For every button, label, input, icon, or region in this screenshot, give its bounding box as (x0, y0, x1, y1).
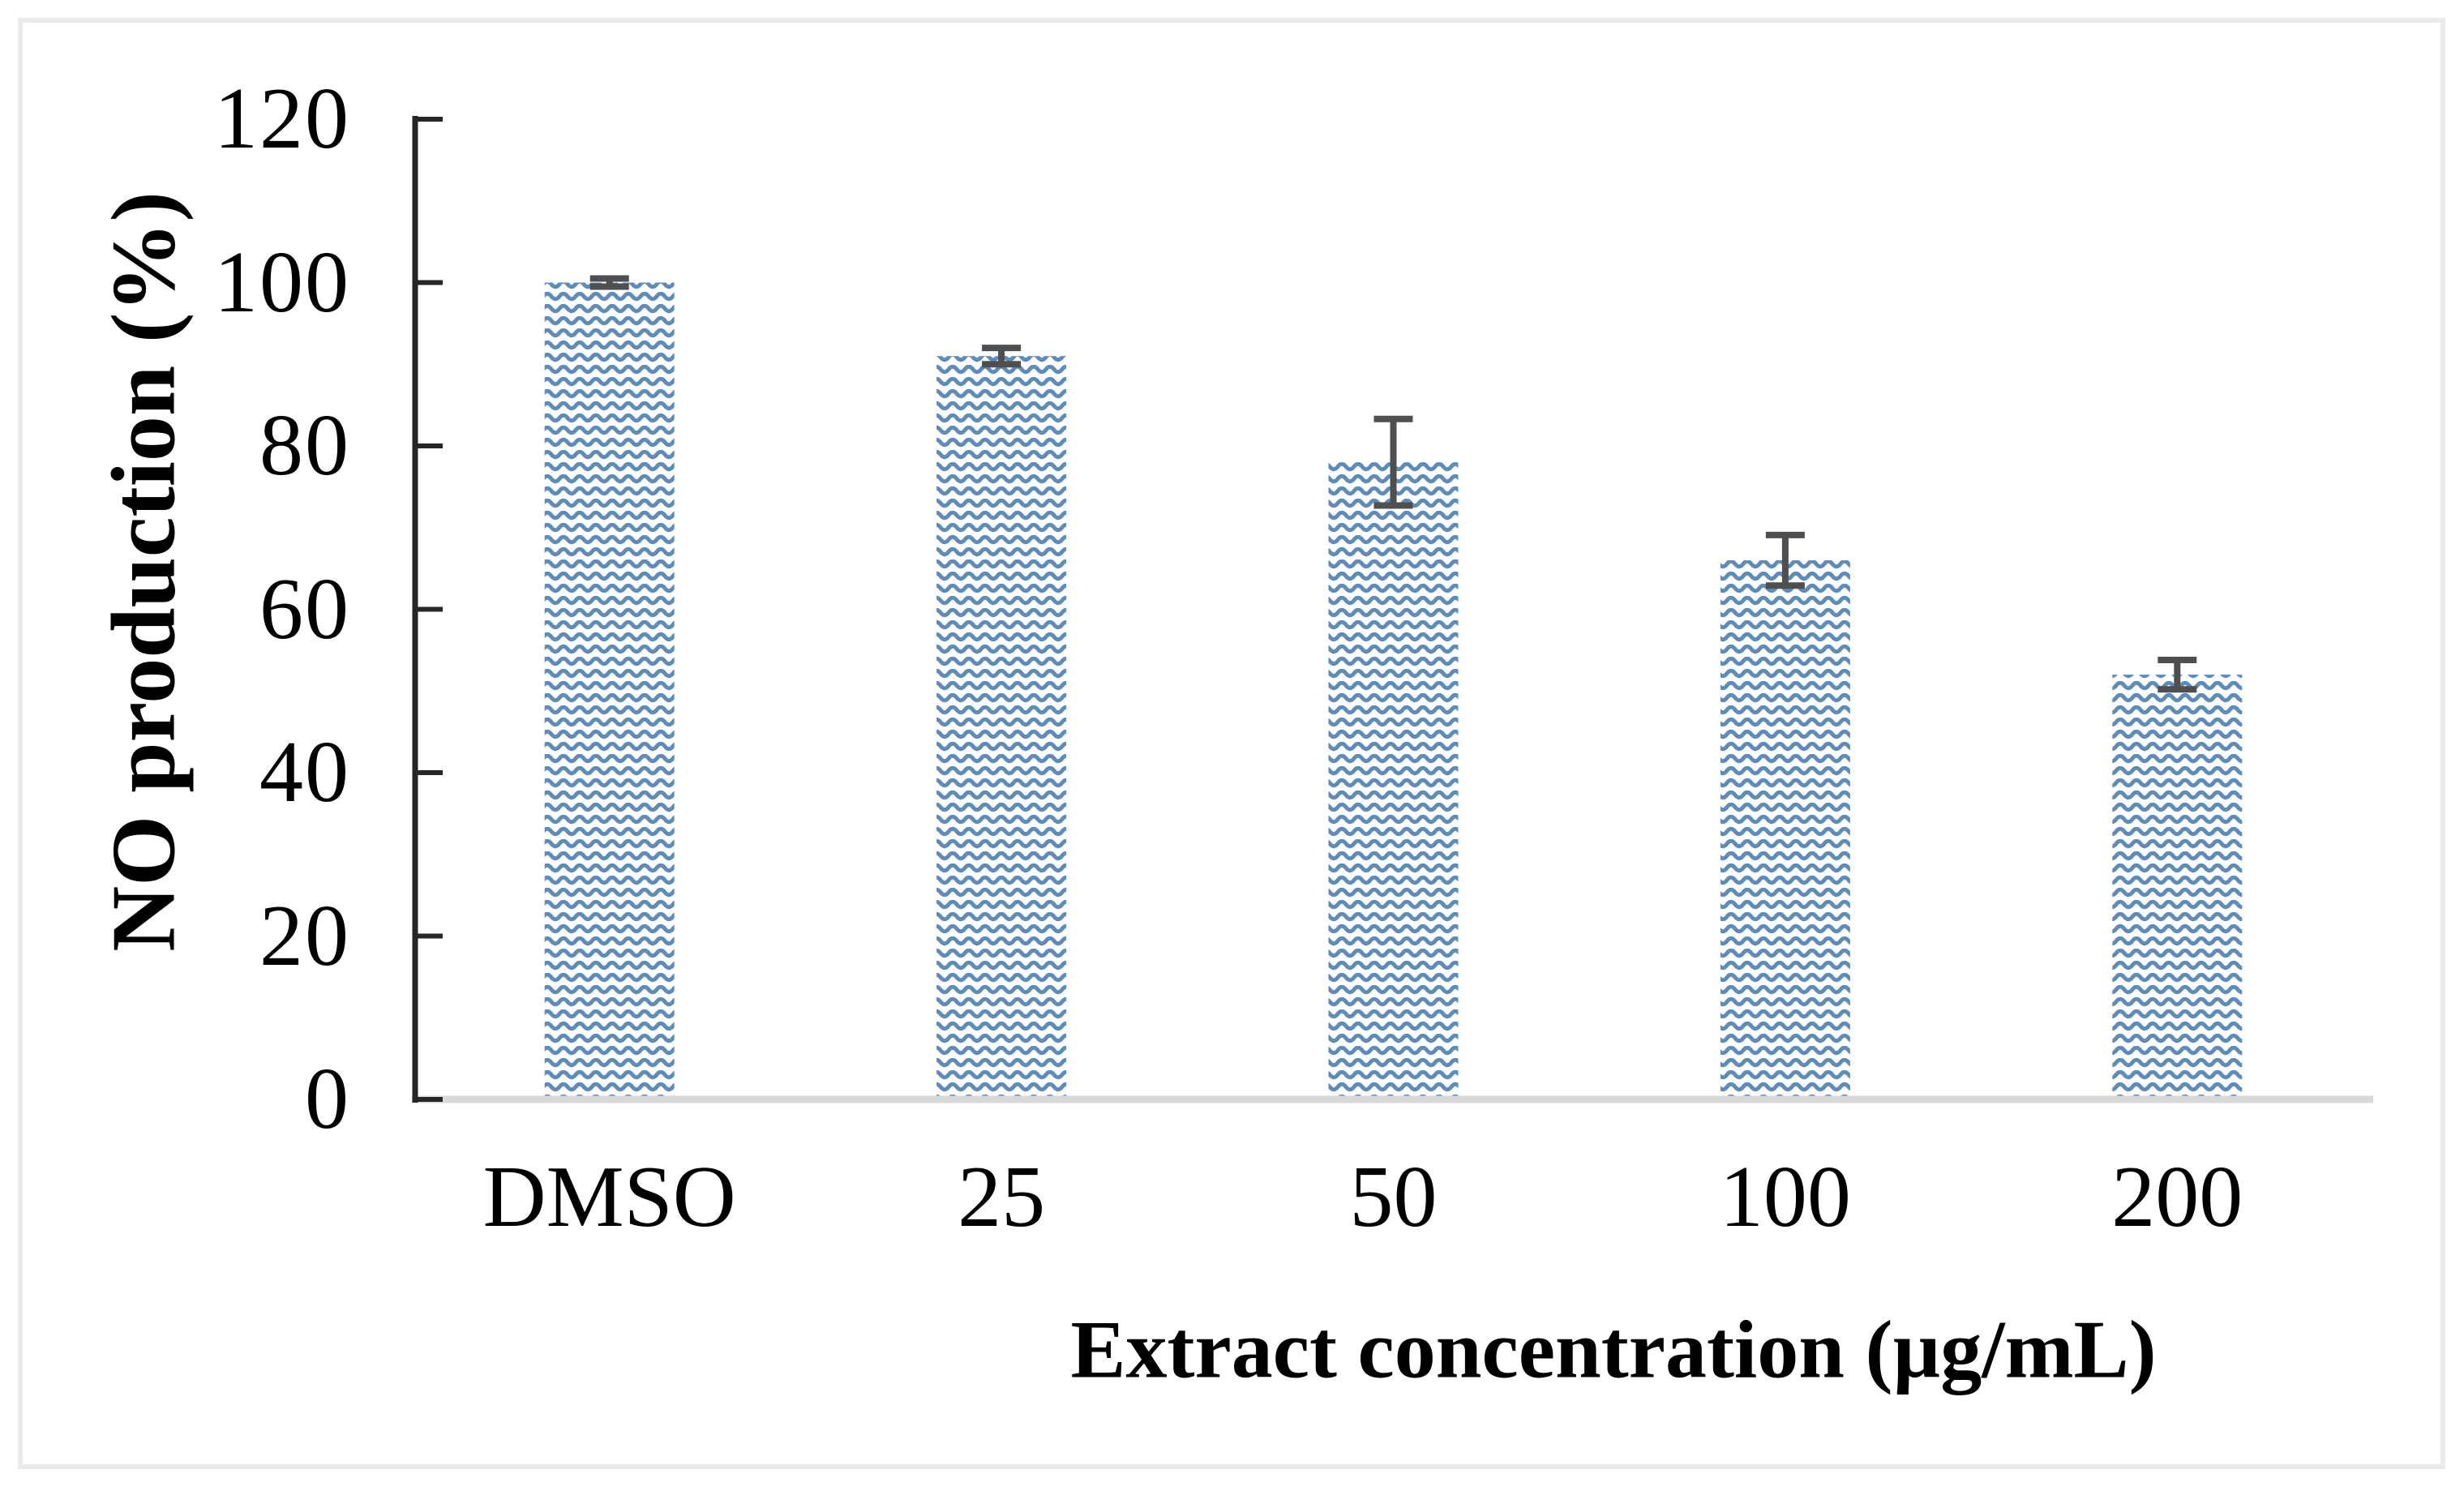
y-tick-label: 0 (305, 1051, 350, 1147)
error-bars-group (589, 275, 2197, 693)
bar-DMSO (544, 282, 675, 1099)
bar-200 (2112, 675, 2243, 1099)
x-axis-title: Extract concentration (µg/mL) (1070, 1304, 2157, 1396)
bars-group (544, 282, 2243, 1099)
y-tick-label: 20 (259, 887, 350, 984)
axes-group (412, 116, 2373, 1103)
y-tick-label: 120 (214, 71, 350, 167)
y-tick-label: 60 (259, 560, 350, 658)
y-tick-label: 40 (259, 724, 350, 820)
y-axis-title: NO production (%) (93, 191, 195, 952)
x-category-label: 50 (1349, 1149, 1438, 1245)
x-category-label: 200 (2111, 1149, 2243, 1245)
bar-50 (1328, 462, 1459, 1099)
y-tick-label: 100 (214, 234, 350, 331)
x-category-label: DMSO (482, 1149, 736, 1245)
bar-25 (936, 356, 1067, 1099)
y-tick-label: 80 (259, 397, 350, 494)
bar-100 (1720, 560, 1850, 1099)
x-category-label: 25 (958, 1149, 1046, 1245)
x-category-label: 100 (1719, 1149, 1851, 1245)
